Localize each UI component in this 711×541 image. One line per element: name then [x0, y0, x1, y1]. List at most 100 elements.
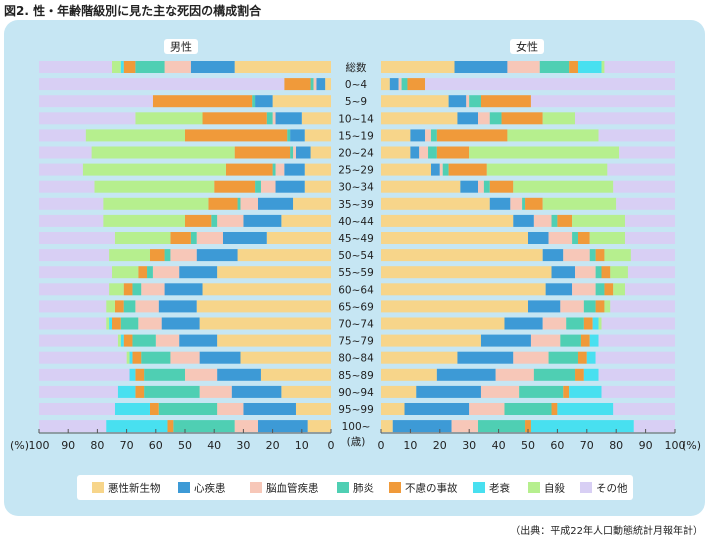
bar-female-0-5: [577, 61, 602, 73]
bar-female-4-4: [436, 129, 508, 142]
bar-male-12-6: [112, 266, 139, 279]
bar-male-21-2: [234, 420, 258, 433]
bar-male-14-0: [196, 300, 331, 313]
bar-male-19-2: [199, 385, 232, 398]
bar-male-20-7: [39, 403, 115, 415]
bar-male-14-7: [39, 300, 107, 313]
bar-male-15-4: [112, 317, 121, 330]
bar-female-5-7: [619, 146, 675, 159]
bar-male-12-1: [179, 266, 218, 279]
bar-female-15-1: [504, 317, 543, 330]
bar-male-4-1: [290, 129, 305, 142]
bar-male-19-5: [117, 385, 136, 398]
bar-male-2-7: [39, 95, 153, 108]
bar-female-16-1: [480, 334, 531, 347]
bar-male-17-2: [170, 351, 200, 364]
bar-female-0-2: [507, 61, 540, 73]
bar-female-18-1: [436, 368, 496, 381]
bar-male-0-4: [123, 61, 136, 73]
bar-female-7-3: [483, 180, 490, 193]
x-tick-label: 20: [266, 439, 280, 452]
bar-female-7-7: [613, 180, 675, 193]
bar-female-9-4: [557, 214, 573, 227]
bar-female-14-1: [528, 300, 561, 313]
bar-female-2-4: [480, 95, 531, 108]
bar-male-18-5: [129, 368, 136, 381]
bar-female-13-0: [381, 283, 546, 296]
bar-male-3-6: [135, 112, 203, 125]
bar-male-15-2: [138, 317, 162, 330]
bar-male-6-4: [225, 163, 273, 176]
legend-label: 老衰: [489, 482, 510, 495]
bar-male-21-0: [307, 420, 331, 433]
bar-female-1-3: [401, 78, 408, 91]
bar-male-7-6: [94, 180, 215, 193]
bar-female-2-1: [448, 95, 467, 108]
bar-male-19-0: [281, 385, 331, 398]
x-tick-label: 10: [295, 439, 309, 452]
bar-male-3-4: [202, 112, 267, 125]
x-tick-label: 70: [580, 439, 594, 452]
x-tick-label: 80: [90, 439, 104, 452]
bar-male-6-6: [82, 163, 226, 176]
age-label: 65~69: [338, 301, 374, 313]
bar-female-11-3: [589, 249, 596, 262]
bar-female-9-3: [551, 214, 558, 227]
age-label: 10~14: [338, 113, 374, 125]
bar-male-21-7: [39, 420, 107, 433]
figure-title: 図2. 性・年齢階級別に見た主な死因の構成割合: [4, 4, 262, 18]
bar-male-9-2: [217, 214, 244, 227]
bar-female-3-3: [489, 112, 502, 125]
bar-female-13-6: [613, 283, 626, 296]
bar-male-13-4: [123, 283, 133, 296]
bar-male-4-4: [185, 129, 288, 142]
bar-female-20-1: [404, 403, 470, 415]
bar-female-6-2: [439, 163, 443, 176]
bar-male-11-3: [164, 249, 171, 262]
bar-female-14-4: [595, 300, 605, 313]
bar-male-13-1: [164, 283, 203, 296]
bar-male-18-2: [185, 368, 218, 381]
bar-male-1-0: [325, 78, 331, 91]
bar-female-12-1: [551, 266, 576, 279]
age-label: 95~99: [338, 404, 374, 416]
bar-male-14-1: [158, 300, 197, 313]
bar-female-3-1: [457, 112, 479, 125]
age-label: 15~19: [338, 130, 374, 142]
bar-male-11-7: [39, 249, 110, 262]
bar-female-7-2: [478, 180, 484, 193]
legend-label: 不慮の事故: [405, 482, 458, 495]
age-label: 5~9: [345, 96, 367, 108]
bar-female-18-2: [495, 368, 534, 381]
bar-male-15-0: [199, 317, 331, 330]
x-tick-label: 50: [521, 439, 535, 452]
bar-male-3-0: [301, 112, 331, 125]
age-label: 50~54: [338, 250, 374, 262]
bar-female-16-3: [560, 334, 581, 347]
bar-male-16-4: [123, 334, 133, 347]
bar-female-14-6: [604, 300, 611, 313]
bar-female-0-6: [601, 61, 605, 73]
bar-male-13-2: [141, 283, 165, 296]
source-note: （出典：平成22年人口動態統計月報年計）: [510, 526, 703, 537]
bar-female-5-4: [436, 146, 470, 159]
bar-female-9-0: [381, 214, 514, 227]
legend-swatch: [528, 482, 540, 493]
bar-male-18-1: [217, 368, 261, 381]
bar-male-12-2: [152, 266, 180, 279]
bar-male-14-4: [114, 300, 124, 313]
bar-male-0-3: [135, 61, 165, 73]
x-tick-label: 100: [665, 439, 686, 452]
x-tick-label: 40: [492, 439, 506, 452]
bar-male-15-7: [39, 317, 107, 330]
bar-female-15-7: [601, 317, 675, 330]
bar-male-7-1: [275, 180, 305, 193]
legend-label: 自殺: [544, 482, 565, 495]
bar-female-18-5: [583, 368, 599, 381]
bar-male-12-7: [39, 266, 112, 279]
bar-female-4-2: [425, 129, 431, 142]
bar-female-20-4: [551, 403, 558, 415]
bar-female-16-2: [530, 334, 561, 347]
age-label: 25~29: [338, 165, 374, 177]
bar-female-3-0: [381, 112, 458, 125]
